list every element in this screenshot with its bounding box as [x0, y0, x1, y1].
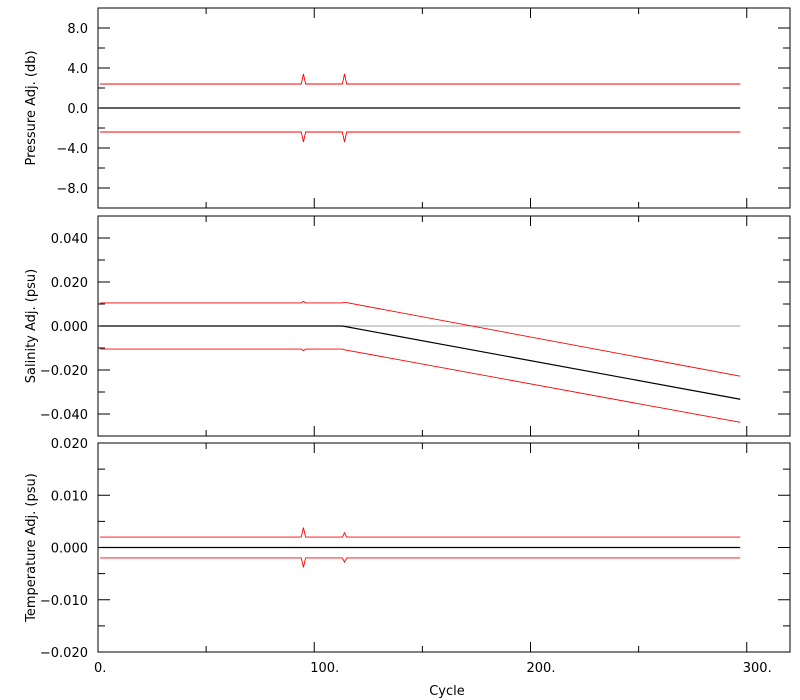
temperature-ylabel: Temperature Adj. (psu): [24, 473, 39, 623]
x-axis-label: Cycle: [429, 684, 465, 699]
pressure-error-bound-line: [100, 73, 741, 85]
xtick-label: 0.: [94, 661, 106, 676]
salinity-error-bound-line: [100, 300, 741, 377]
pressure-ytick-label: −4.0: [56, 142, 88, 157]
pressure-ytick-label: 8.0: [67, 22, 88, 37]
salinity-panel: Salinity Adj. (psu) −0.040 −0.020 0.000 0.0…: [24, 215, 791, 437]
temperature-ytick-label: 0.010: [51, 489, 88, 504]
salinity-ytick-label: 0.000: [51, 320, 88, 335]
pressure-ylabel: Pressure Adj. (db): [24, 50, 39, 165]
temperature-ytick-label: 0.020: [51, 437, 88, 452]
temperature-error-bound-line: [100, 527, 741, 538]
salinity-ytick-label: 0.020: [51, 276, 88, 291]
xtick-label: 100.: [310, 661, 339, 676]
salinity-adjustment-line: [100, 325, 741, 400]
temperature-ytick-label: −0.020: [40, 646, 88, 661]
salinity-ytick-label: 0.040: [51, 232, 88, 247]
salinity-error-bound-line: [100, 348, 741, 423]
temperature-panel: Temperature Adj. (psu) −0.020 −0.010 0.000…: [24, 437, 791, 676]
pressure-ytick-label: −8.0: [56, 182, 88, 197]
temperature-ytick-label: 0.000: [51, 542, 88, 557]
salinity-ytick-label: −0.020: [40, 364, 88, 379]
temperature-ytick-label: −0.010: [40, 594, 88, 609]
salinity-ylabel: Salinity Adj. (psu): [24, 269, 39, 383]
xtick-label: 200.: [527, 661, 556, 676]
salinity-ytick-label: −0.040: [40, 408, 88, 423]
pressure-ytick-label: 0.0: [67, 102, 88, 117]
xtick-label: 300.: [743, 661, 772, 676]
pressure-panel: Pressure Adj. (db) −8.0 −4.0 0.0 4.0 8.0: [24, 7, 791, 209]
temperature-error-bound-line: [100, 557, 741, 568]
pressure-ytick-label: 4.0: [67, 62, 88, 77]
pressure-error-bound-line: [100, 131, 741, 143]
